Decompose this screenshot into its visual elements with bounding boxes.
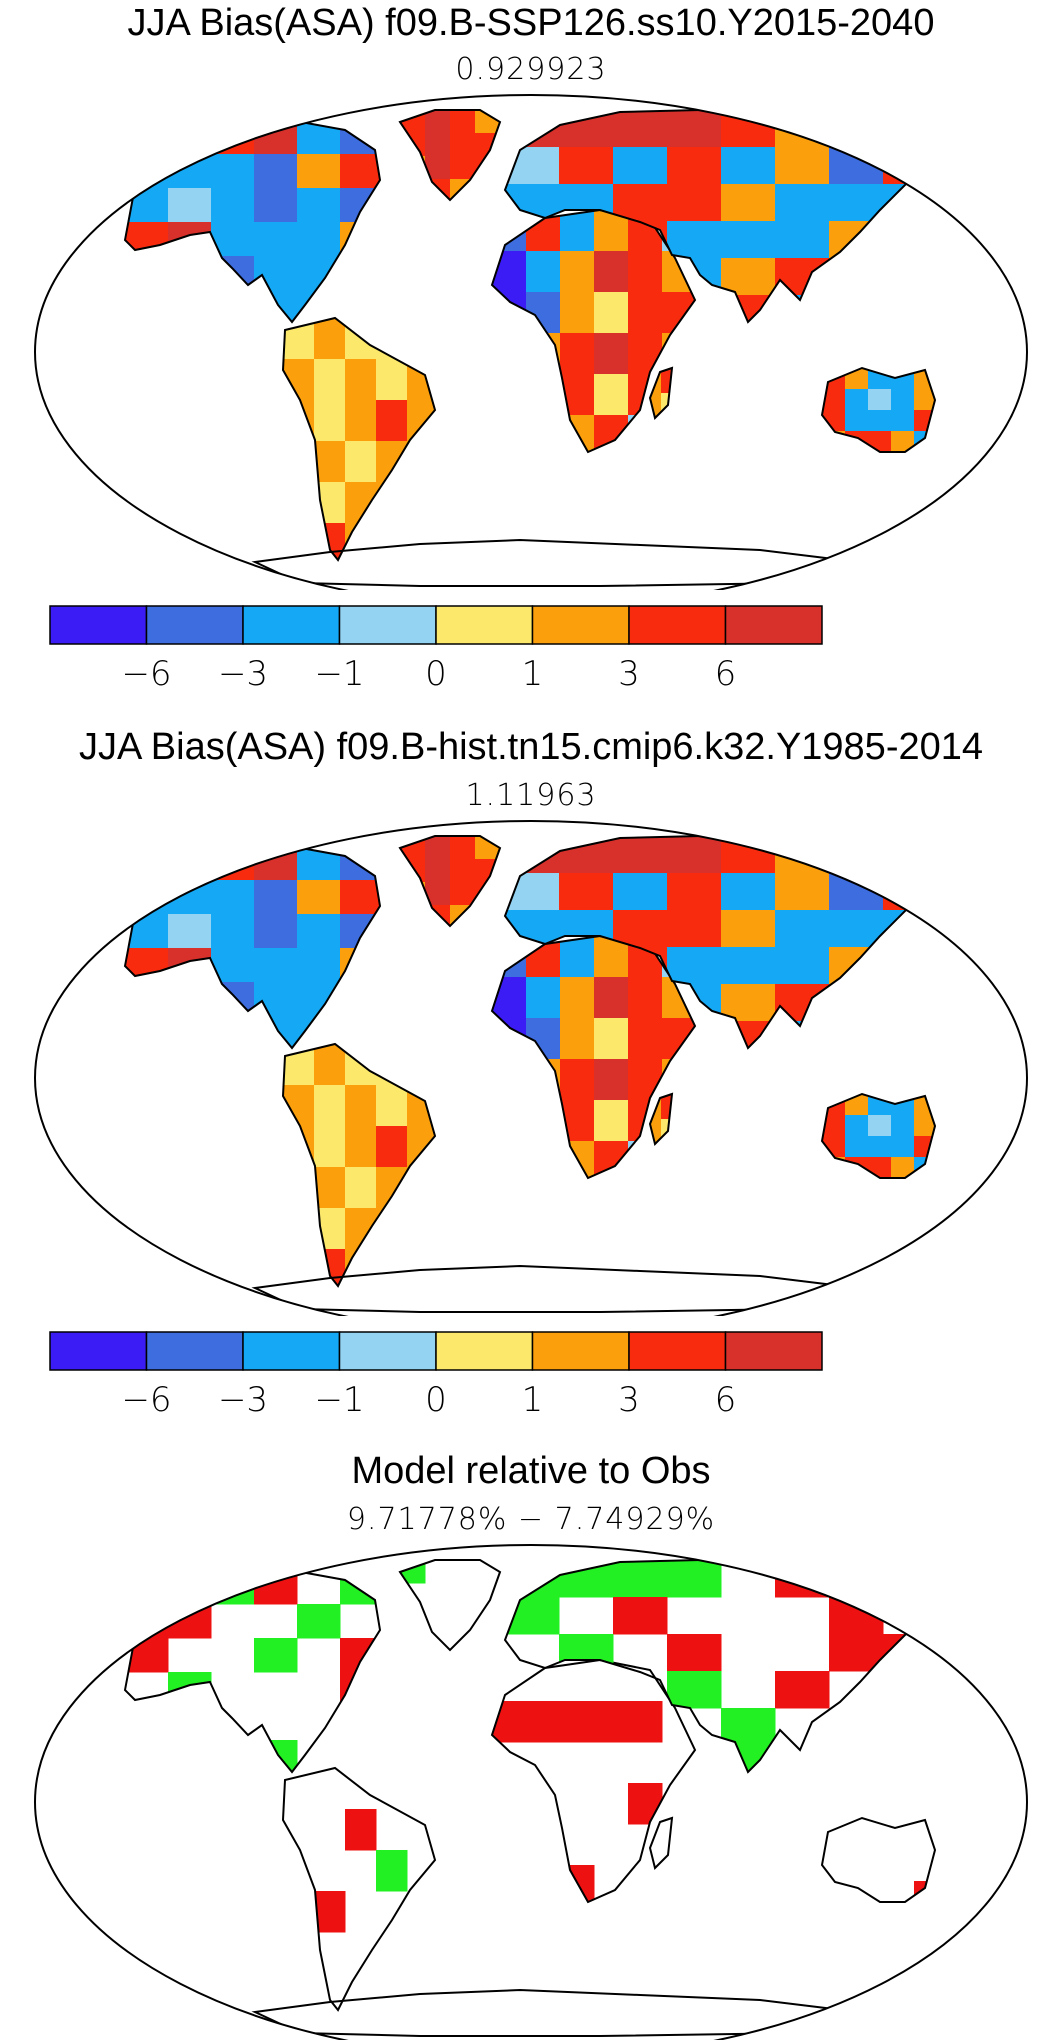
colorbar-box-3 — [242, 605, 341, 645]
colorbar-tick-label: 0 — [425, 654, 447, 690]
colorbar-box-2 — [145, 605, 244, 645]
colorbar-tick-label: 1 — [522, 654, 544, 690]
colorbar-tick-label: 6 — [715, 1380, 737, 1416]
continent-south-america — [281, 1766, 437, 2012]
colorbar-box-7 — [628, 605, 727, 645]
colorbar-tick-label: −6 — [121, 654, 171, 690]
panel-2-map — [34, 820, 1028, 1316]
colorbar-box-5 — [435, 1331, 534, 1371]
colorbar-box-8 — [724, 605, 823, 645]
colorbar-tick-label: −1 — [314, 654, 364, 690]
colorbar-tick-label: −1 — [314, 1380, 364, 1416]
colorbar-tick-label: 1 — [522, 1380, 544, 1416]
panel-3-title: Model relative to Obs — [351, 1450, 711, 1492]
colorbar-tick-label: 0 — [425, 1380, 447, 1416]
panel-1-colorbar: −6 −3 −1 0 1 3 6 — [49, 605, 823, 690]
colorbar-tick-label: 3 — [618, 1380, 640, 1416]
panel-1-subtitle: 0.929923 — [455, 52, 607, 87]
colorbar-tick-label: 3 — [618, 654, 640, 690]
continent-antarctica — [251, 1264, 846, 1313]
panel-3-subtitle: 9.71778% − 7.74929% — [346, 1502, 716, 1537]
panel-3-map — [34, 1544, 1028, 2040]
map-border — [34, 820, 1028, 1316]
map-border — [34, 94, 1028, 590]
colorbar-tick-label: 6 — [715, 654, 737, 690]
colorbar-box-6 — [531, 1331, 630, 1371]
colorbar-box-2 — [145, 1331, 244, 1371]
colorbar-box-5 — [435, 605, 534, 645]
map-border — [34, 1544, 1028, 2040]
panel-2-subtitle: 1.11963 — [465, 778, 597, 813]
colorbar-box-7 — [628, 1331, 727, 1371]
colorbar-tick-label: −3 — [218, 654, 268, 690]
continent-antarctica — [251, 538, 846, 587]
colorbar-box-6 — [531, 605, 630, 645]
colorbar-box-4 — [338, 605, 437, 645]
continent-madagascar — [648, 1816, 674, 1870]
colorbar-box-8 — [724, 1331, 823, 1371]
continent-antarctica — [251, 1988, 846, 2037]
colorbar-box-1 — [49, 1331, 148, 1371]
panel-2-colorbar: −6 −3 −1 0 1 3 6 — [49, 1331, 823, 1416]
colorbar-box-3 — [242, 1331, 341, 1371]
colorbar-tick-label: −6 — [121, 1380, 171, 1416]
continent-north-america — [123, 1568, 382, 1774]
continent-madagascar — [648, 1092, 674, 1146]
colorbar-tick-label: −3 — [218, 1380, 268, 1416]
colorbar-box-1 — [49, 605, 148, 645]
panel-1-title: JJA Bias(ASA) f09.B-SSP126.ss10.Y2015-20… — [127, 2, 935, 44]
panel-2-title: JJA Bias(ASA) f09.B-hist.tn15.cmip6.k32.… — [78, 726, 984, 768]
colorbar-box-4 — [338, 1331, 437, 1371]
panel-1-map — [34, 94, 1028, 590]
